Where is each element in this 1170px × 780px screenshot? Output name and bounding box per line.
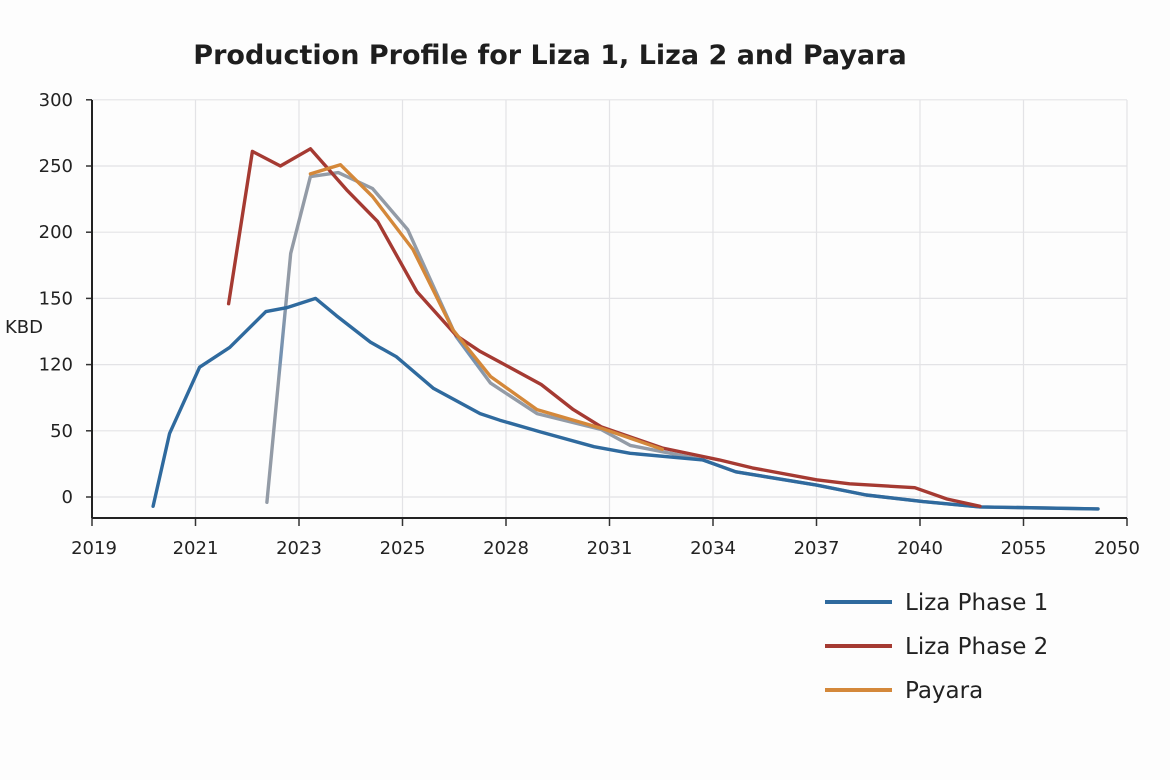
legend-label: Payara bbox=[905, 678, 983, 704]
x-tick-label: 2019 bbox=[71, 538, 117, 559]
x-tick-label: 2023 bbox=[276, 538, 322, 559]
x-tick-label: 2031 bbox=[587, 538, 633, 559]
x-tick-label: 2025 bbox=[380, 538, 426, 559]
legend: Liza Phase 1 Liza Phase 2 Payara bbox=[825, 590, 1048, 704]
x-tick-label: 2050 bbox=[1094, 538, 1140, 559]
legend-label: Liza Phase 1 bbox=[905, 590, 1048, 616]
series-liza-phase-2-line bbox=[226, 147, 982, 508]
legend-label: Liza Phase 2 bbox=[905, 634, 1048, 660]
y-tick-label: 0 bbox=[62, 487, 73, 508]
y-tick-label: 150 bbox=[39, 288, 73, 309]
x-tick-label: 2040 bbox=[897, 538, 943, 559]
y-axis-label: KBD bbox=[5, 317, 43, 338]
y-tick-label: 50 bbox=[50, 421, 73, 442]
y-tick-label: 250 bbox=[39, 156, 73, 177]
x-tick-label: 2028 bbox=[483, 538, 529, 559]
x-tick-label: 2034 bbox=[690, 538, 736, 559]
chart-title: Production Profile for Liza 1, Liza 2 an… bbox=[193, 40, 906, 71]
series-liza-phase-1-line bbox=[151, 296, 1100, 511]
x-tick-label: 2037 bbox=[794, 538, 840, 559]
y-tick-label: 120 bbox=[39, 355, 73, 376]
y-tick-label: 300 bbox=[39, 90, 73, 111]
series-payara-line bbox=[308, 162, 664, 451]
x-tick-label: 2055 bbox=[1001, 538, 1047, 559]
x-tick-label: 2021 bbox=[173, 538, 219, 559]
y-tick-label: 200 bbox=[39, 222, 73, 243]
